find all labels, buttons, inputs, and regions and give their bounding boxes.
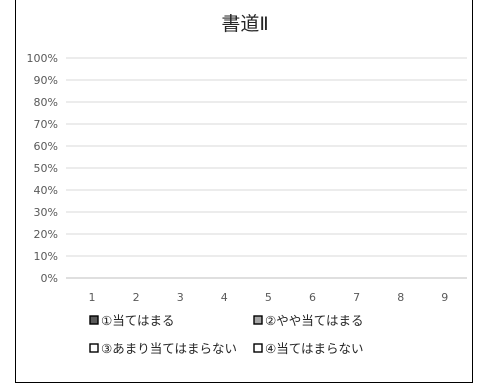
x-axis-ticks: 1 2 3 4 5 6 7 8 9 <box>89 291 449 304</box>
y-tick-label: 100% <box>27 52 58 65</box>
y-tick-label: 30% <box>34 206 58 219</box>
legend: ①当てはまる ②やや当てはまる ③あまり当てはまらない ④当てはまらない <box>89 313 363 356</box>
legend-swatch <box>253 315 263 325</box>
x-tick-label: 1 <box>89 291 96 304</box>
x-tick-label: 2 <box>133 291 140 304</box>
legend-label: ②やや当てはまる <box>265 313 363 328</box>
y-tick-label: 90% <box>34 74 58 87</box>
chart-title: 書道Ⅱ <box>221 13 268 35</box>
legend-swatch <box>89 343 99 353</box>
y-tick-label: 80% <box>34 96 58 109</box>
y-tick-label: 0% <box>41 272 58 285</box>
x-tick-label: 5 <box>265 291 272 304</box>
chart-svg: 書道Ⅱ 0% 10% 20% 30% 40% 50% 60% 70% 80% 90% 100% 1 2… <box>27 13 467 356</box>
y-tick-label: 70% <box>34 118 58 131</box>
x-tick-label: 3 <box>177 291 184 304</box>
legend-label: ④当てはまらない <box>265 341 363 356</box>
y-tick-label: 20% <box>34 228 58 241</box>
legend-label: ③あまり当てはまらない <box>101 341 237 356</box>
y-tick-label: 10% <box>34 250 58 263</box>
y-axis-ticks: 0% 10% 20% 30% 40% 50% 60% 70% 80% 90% 100% <box>27 52 58 285</box>
x-tick-label: 8 <box>397 291 404 304</box>
legend-swatch <box>89 315 99 325</box>
y-tick-label: 50% <box>34 162 58 175</box>
grid-lines <box>66 57 467 279</box>
legend-swatch <box>253 343 263 353</box>
y-tick-label: 60% <box>34 140 58 153</box>
x-tick-label: 9 <box>441 291 448 304</box>
y-tick-label: 40% <box>34 184 58 197</box>
x-tick-label: 4 <box>221 291 228 304</box>
x-tick-label: 6 <box>309 291 316 304</box>
x-tick-label: 7 <box>353 291 360 304</box>
chart-frame: 書道Ⅱ 0% 10% 20% 30% 40% 50% 60% 70% 80% 90% 100% 1 2… <box>15 0 473 383</box>
legend-label: ①当てはまる <box>101 313 174 328</box>
